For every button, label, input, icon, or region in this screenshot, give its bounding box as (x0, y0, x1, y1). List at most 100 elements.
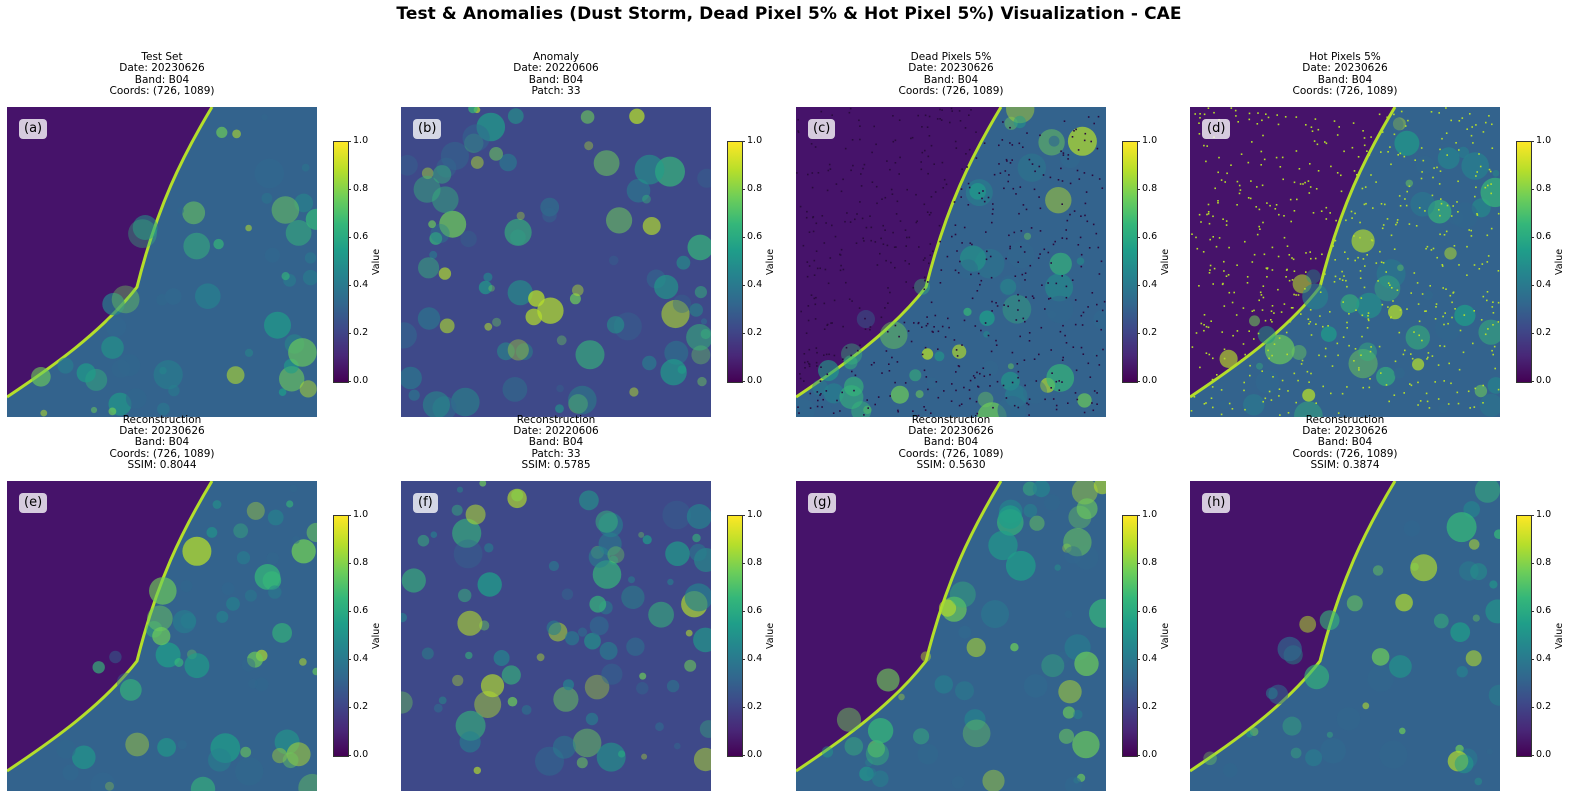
colorbar-tick-mark (742, 189, 745, 190)
colorbar-tick-label: 0.0 (1536, 749, 1552, 760)
colorbar-tick-mark (742, 755, 745, 756)
panel-title: Reconstruction Date: 20220606 Band: B04 Pat… (401, 414, 711, 471)
colorbar-tick-mark (1531, 237, 1534, 238)
colorbar-tick-mark (742, 515, 745, 516)
panel-image: (f) (401, 481, 711, 791)
colorbar (1122, 515, 1138, 757)
colorbar-tick-label: 0.0 (353, 375, 369, 386)
panel-title-line: SSIM: 0.5785 (521, 458, 591, 471)
colorbar-tick-label: 0.6 (353, 231, 369, 242)
panel-tag: (b) (413, 119, 442, 139)
colorbar-tick-mark (348, 659, 351, 660)
panel-title-main: Reconstruction (911, 414, 991, 426)
colorbar-tick-label: 0.0 (1536, 375, 1552, 386)
colorbar-tick-label: 1.0 (1536, 135, 1552, 146)
colorbar-tick-mark (1531, 515, 1534, 516)
colorbar-tick-label: 0.2 (1142, 701, 1158, 712)
colorbar-tick-mark (1137, 381, 1140, 382)
colorbar-tick-label: 1.0 (1142, 509, 1158, 520)
colorbar-tick-mark (348, 515, 351, 516)
colorbar-tick-label: 0.2 (1536, 327, 1552, 338)
colorbar-label: Value (1160, 248, 1171, 275)
colorbar-tick-mark (348, 707, 351, 708)
colorbar-tick-label: 1.0 (1536, 509, 1552, 520)
colorbar-tick-label: 0.6 (747, 231, 763, 242)
colorbar-tick-label: 0.2 (747, 701, 763, 712)
panel-title: Reconstruction Date: 20230626 Band: B04 Coo… (796, 414, 1106, 471)
colorbar-tick-label: 0.4 (1536, 653, 1552, 664)
panel-title: Test Set Date: 20230626 Band: B04 Coords: (… (7, 51, 317, 97)
colorbar (727, 515, 743, 757)
colorbar (727, 141, 743, 383)
panel-title: Hot Pixels 5% Date: 20230626 Band: B04 Coor… (1190, 51, 1500, 97)
panel-title-line: Patch: 33 (531, 447, 581, 460)
colorbar-tick-mark (742, 333, 745, 334)
colorbar-tick-mark (742, 659, 745, 660)
panel-title-line: Band: B04 (528, 436, 584, 449)
colorbar-tick-mark (348, 611, 351, 612)
colorbar-tick-label: 0.8 (1142, 557, 1158, 568)
panel-title-line: Patch: 33 (531, 84, 581, 97)
panel-image: (b) (401, 107, 711, 417)
colorbar-tick-mark (1137, 659, 1140, 660)
colorbar-tick-mark (348, 141, 351, 142)
colorbar-tick-mark (348, 381, 351, 382)
colorbar-tick-label: 0.2 (353, 327, 369, 338)
panel-title-line: Coords: (726, 1089) (1292, 84, 1398, 97)
panel-tag: (h) (1202, 493, 1231, 513)
panel-title-main: Reconstruction (1305, 414, 1385, 426)
colorbar-tick-label: 0.8 (747, 557, 763, 568)
panel-title-line: Band: B04 (134, 436, 190, 449)
panel-title-line: Band: B04 (1317, 73, 1373, 86)
colorbar-tick-mark (348, 189, 351, 190)
colorbar-tick-label: 0.4 (353, 279, 369, 290)
colorbar-tick-mark (1137, 611, 1140, 612)
colorbar-tick-label: 0.8 (1142, 183, 1158, 194)
panel-title-line: Coords: (726, 1089) (109, 84, 215, 97)
colorbar-tick-label: 0.6 (1142, 605, 1158, 616)
figure-title: Test & Anomalies (Dust Storm, Dead Pixel… (396, 4, 1182, 24)
panel-tag: (d) (1202, 119, 1231, 139)
panel-tag: (c) (808, 119, 836, 139)
colorbar-tick-mark (1531, 755, 1534, 756)
colorbar-tick-label: 0.8 (747, 183, 763, 194)
colorbar-label: Value (765, 622, 776, 649)
panel-title-line: Date: 20230626 (908, 425, 994, 438)
panel-title: Anomaly Date: 20220606 Band: B04 Patch: 33 (401, 51, 711, 97)
colorbar-label: Value (371, 248, 382, 275)
colorbar-tick-label: 0.6 (1536, 231, 1552, 242)
colorbar-tick-label: 0.6 (1142, 231, 1158, 242)
colorbar-tick-mark (1531, 563, 1534, 564)
colorbar-label: Value (1554, 622, 1565, 649)
panel-title-line: Coords: (726, 1089) (898, 447, 1004, 460)
panel-title-main: Hot Pixels 5% (1309, 51, 1381, 64)
panel-title-line: Band: B04 (923, 73, 979, 86)
panel-title-line: Band: B04 (923, 436, 979, 449)
colorbar-tick-label: 0.8 (1536, 557, 1552, 568)
colorbar-tick-mark (1531, 659, 1534, 660)
colorbar-tick-mark (742, 563, 745, 564)
colorbar-tick-label: 1.0 (747, 135, 763, 146)
panel-title-main: Test Set (141, 51, 183, 64)
colorbar (333, 141, 349, 383)
colorbar-tick-mark (742, 285, 745, 286)
colorbar-tick-label: 0.4 (1142, 653, 1158, 664)
colorbar-tick-mark (1137, 707, 1140, 708)
colorbar-tick-mark (1531, 333, 1534, 334)
colorbar-tick-label: 0.0 (1142, 375, 1158, 386)
panel-image: (c) (796, 107, 1106, 417)
panel-title-line: Date: 20220606 (513, 425, 599, 438)
colorbar-tick-mark (742, 707, 745, 708)
colorbar-tick-label: 0.8 (353, 183, 369, 194)
panel-title-line: Band: B04 (528, 73, 584, 86)
colorbar-tick-label: 1.0 (353, 509, 369, 520)
colorbar-tick-label: 0.2 (1142, 327, 1158, 338)
panel-image: (e) (7, 481, 317, 791)
colorbar-tick-label: 0.2 (1536, 701, 1552, 712)
panel-title-line: SSIM: 0.3874 (1310, 458, 1380, 471)
panel-title-line: Date: 20230626 (1302, 62, 1388, 75)
panel-title-main: Reconstruction (516, 414, 596, 426)
colorbar-tick-mark (1137, 237, 1140, 238)
panel-title-line: Coords: (726, 1089) (898, 84, 1004, 97)
colorbar-label: Value (765, 248, 776, 275)
